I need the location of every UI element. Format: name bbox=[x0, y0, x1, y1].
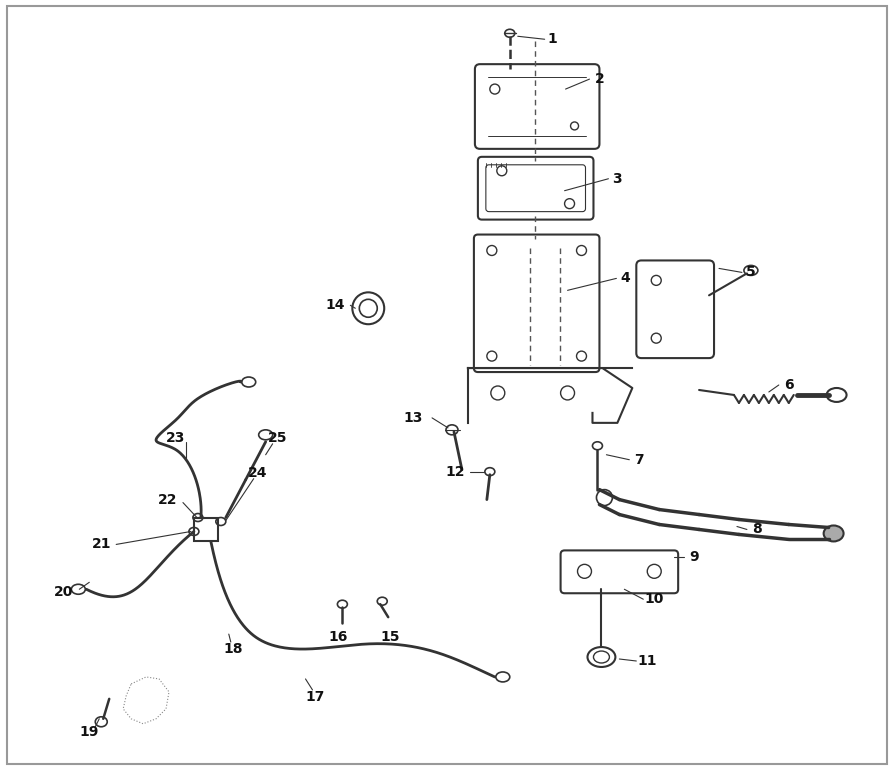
Text: 12: 12 bbox=[445, 464, 465, 479]
Text: 22: 22 bbox=[158, 493, 178, 507]
Ellipse shape bbox=[823, 525, 844, 541]
Text: 19: 19 bbox=[80, 725, 99, 738]
Text: 21: 21 bbox=[91, 537, 111, 551]
Text: 4: 4 bbox=[620, 271, 630, 286]
Text: 16: 16 bbox=[329, 630, 348, 644]
Text: 11: 11 bbox=[637, 654, 657, 668]
Text: 8: 8 bbox=[752, 523, 762, 537]
Text: 6: 6 bbox=[784, 378, 794, 392]
Text: 14: 14 bbox=[325, 298, 345, 313]
Text: 20: 20 bbox=[54, 585, 73, 599]
Text: 2: 2 bbox=[595, 72, 604, 86]
Text: 24: 24 bbox=[248, 466, 267, 480]
Text: 10: 10 bbox=[645, 592, 664, 606]
Text: 1: 1 bbox=[548, 32, 558, 46]
Text: 5: 5 bbox=[746, 266, 755, 280]
Text: 3: 3 bbox=[612, 172, 622, 186]
Text: 9: 9 bbox=[689, 551, 699, 564]
Text: 7: 7 bbox=[635, 453, 644, 467]
Text: 23: 23 bbox=[166, 430, 186, 445]
Text: 17: 17 bbox=[306, 690, 325, 704]
Bar bbox=[194, 517, 218, 541]
Text: 15: 15 bbox=[381, 630, 400, 644]
Text: 13: 13 bbox=[403, 411, 423, 425]
Text: 18: 18 bbox=[223, 642, 242, 656]
Text: 25: 25 bbox=[268, 430, 287, 445]
